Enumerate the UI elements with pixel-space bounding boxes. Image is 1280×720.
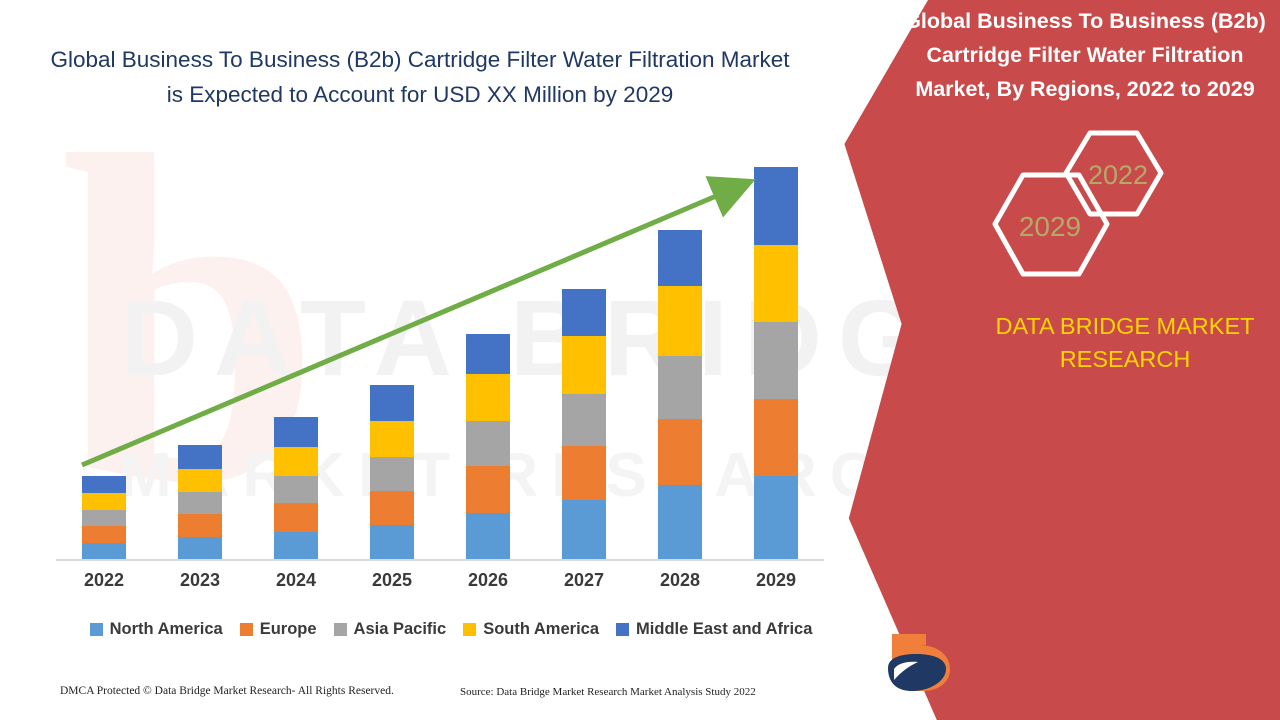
copyright-text: DMCA Protected © Data Bridge Market Rese… [60, 685, 394, 697]
bar-2025 [370, 384, 414, 560]
chart-legend: North America Europe Asia Pacific South Ame… [56, 615, 846, 643]
bar-segment [370, 384, 414, 422]
bar-segment [274, 417, 318, 447]
bar-segment [466, 334, 510, 375]
bar-segment [466, 421, 510, 466]
bar-segment [178, 468, 222, 492]
bar-2024 [274, 417, 318, 560]
bar-2027 [562, 289, 606, 560]
hexagon-2029-icon [992, 172, 1110, 277]
bar-2026 [466, 334, 510, 560]
bar-2029 [754, 167, 798, 560]
bar-segment [562, 500, 606, 560]
bar-segment [82, 526, 126, 544]
bar-segment [658, 356, 702, 420]
bar-segment [370, 421, 414, 458]
legend-item[interactable]: Middle East and Africa [616, 620, 812, 639]
bar-segment [754, 167, 798, 246]
bar-segment [370, 490, 414, 526]
x-axis-line [56, 559, 824, 561]
bar-segment [82, 543, 126, 560]
legend-item[interactable]: North America [89, 619, 223, 639]
legend-item[interactable]: Asia Pacific [333, 619, 447, 639]
legend-swatch-icon [89, 622, 103, 636]
bar-segment [754, 476, 798, 560]
brand-name: DATA BRIDGE MARKET RESEARCH [995, 313, 1255, 372]
bar-segment [82, 476, 126, 493]
bar-segment [370, 457, 414, 491]
source-text: Source: Data Bridge Market Research Mark… [460, 686, 756, 698]
bar-2022 [82, 476, 126, 560]
bar-segment [562, 394, 606, 446]
legend-label: Middle East and Africa [636, 619, 813, 638]
x-tick-2024: 2024 [275, 570, 317, 590]
x-tick-2023: 2023 [179, 570, 221, 590]
x-tick-2025: 2025 [371, 570, 413, 590]
trend-arrow-icon [81, 176, 756, 468]
bar-segment [754, 321, 798, 400]
bar-segment [82, 509, 126, 527]
bar-segment [274, 446, 318, 477]
legend-label: Asia Pacific [353, 619, 447, 638]
legend-swatch-icon [333, 622, 347, 636]
bar-2028 [658, 230, 702, 560]
bar-segment [658, 230, 702, 286]
hexagon-2022-label: 2022 [1087, 160, 1149, 190]
bar-segment [658, 419, 702, 486]
bar-segment [466, 374, 510, 422]
bar-segment [178, 536, 222, 560]
x-tick-2027: 2027 [563, 570, 605, 590]
legend-swatch-icon [463, 622, 477, 636]
legend-label: South America [483, 619, 600, 638]
legend-swatch-icon [239, 622, 253, 636]
hexagon-2029-label: 2029 [1018, 211, 1082, 242]
bar-2023 [178, 444, 222, 560]
right-info-panel [844, 0, 1280, 720]
legend-label: North America [109, 619, 223, 638]
bar-segment [274, 531, 318, 560]
bar-segment [562, 336, 606, 395]
right-panel-title: Global Business To Business (B2b) Cartri… [904, 9, 1266, 101]
x-axis-labels: 2022 2023 2024 2025 2026 2027 2028 2029 [56, 570, 824, 602]
bar-segment [658, 285, 702, 357]
x-tick-2029: 2029 [755, 570, 797, 590]
bar-segment [562, 289, 606, 337]
bar-segment [274, 503, 318, 532]
bar-segment [178, 444, 222, 469]
legend-label: Europe [259, 619, 317, 638]
legend-item[interactable]: South America [463, 620, 599, 639]
plot-area [56, 140, 824, 560]
bar-segment [754, 245, 798, 322]
chart-title: Global Business To Business (B2b) Cartri… [50, 47, 790, 107]
bar-segment [178, 491, 222, 514]
bar-segment [466, 512, 510, 560]
legend-swatch-icon [616, 622, 630, 636]
bar-segment [370, 525, 414, 560]
bar-segment [754, 399, 798, 476]
legend-item[interactable]: Europe [239, 619, 317, 639]
x-tick-2028: 2028 [659, 570, 701, 590]
bar-segment [562, 445, 606, 501]
bar-segment [274, 476, 318, 504]
data-bridge-logo-icon [888, 634, 950, 691]
bar-segment [178, 513, 222, 537]
hexagon-badges [992, 130, 1164, 277]
chart-panel: Global Business To Business (B2b) Cartri… [50, 47, 846, 698]
x-tick-2022: 2022 [83, 570, 125, 590]
bar-segment [466, 465, 510, 513]
bar-segment [82, 492, 126, 510]
bar-segment [658, 485, 702, 560]
x-tick-2026: 2026 [467, 570, 509, 590]
